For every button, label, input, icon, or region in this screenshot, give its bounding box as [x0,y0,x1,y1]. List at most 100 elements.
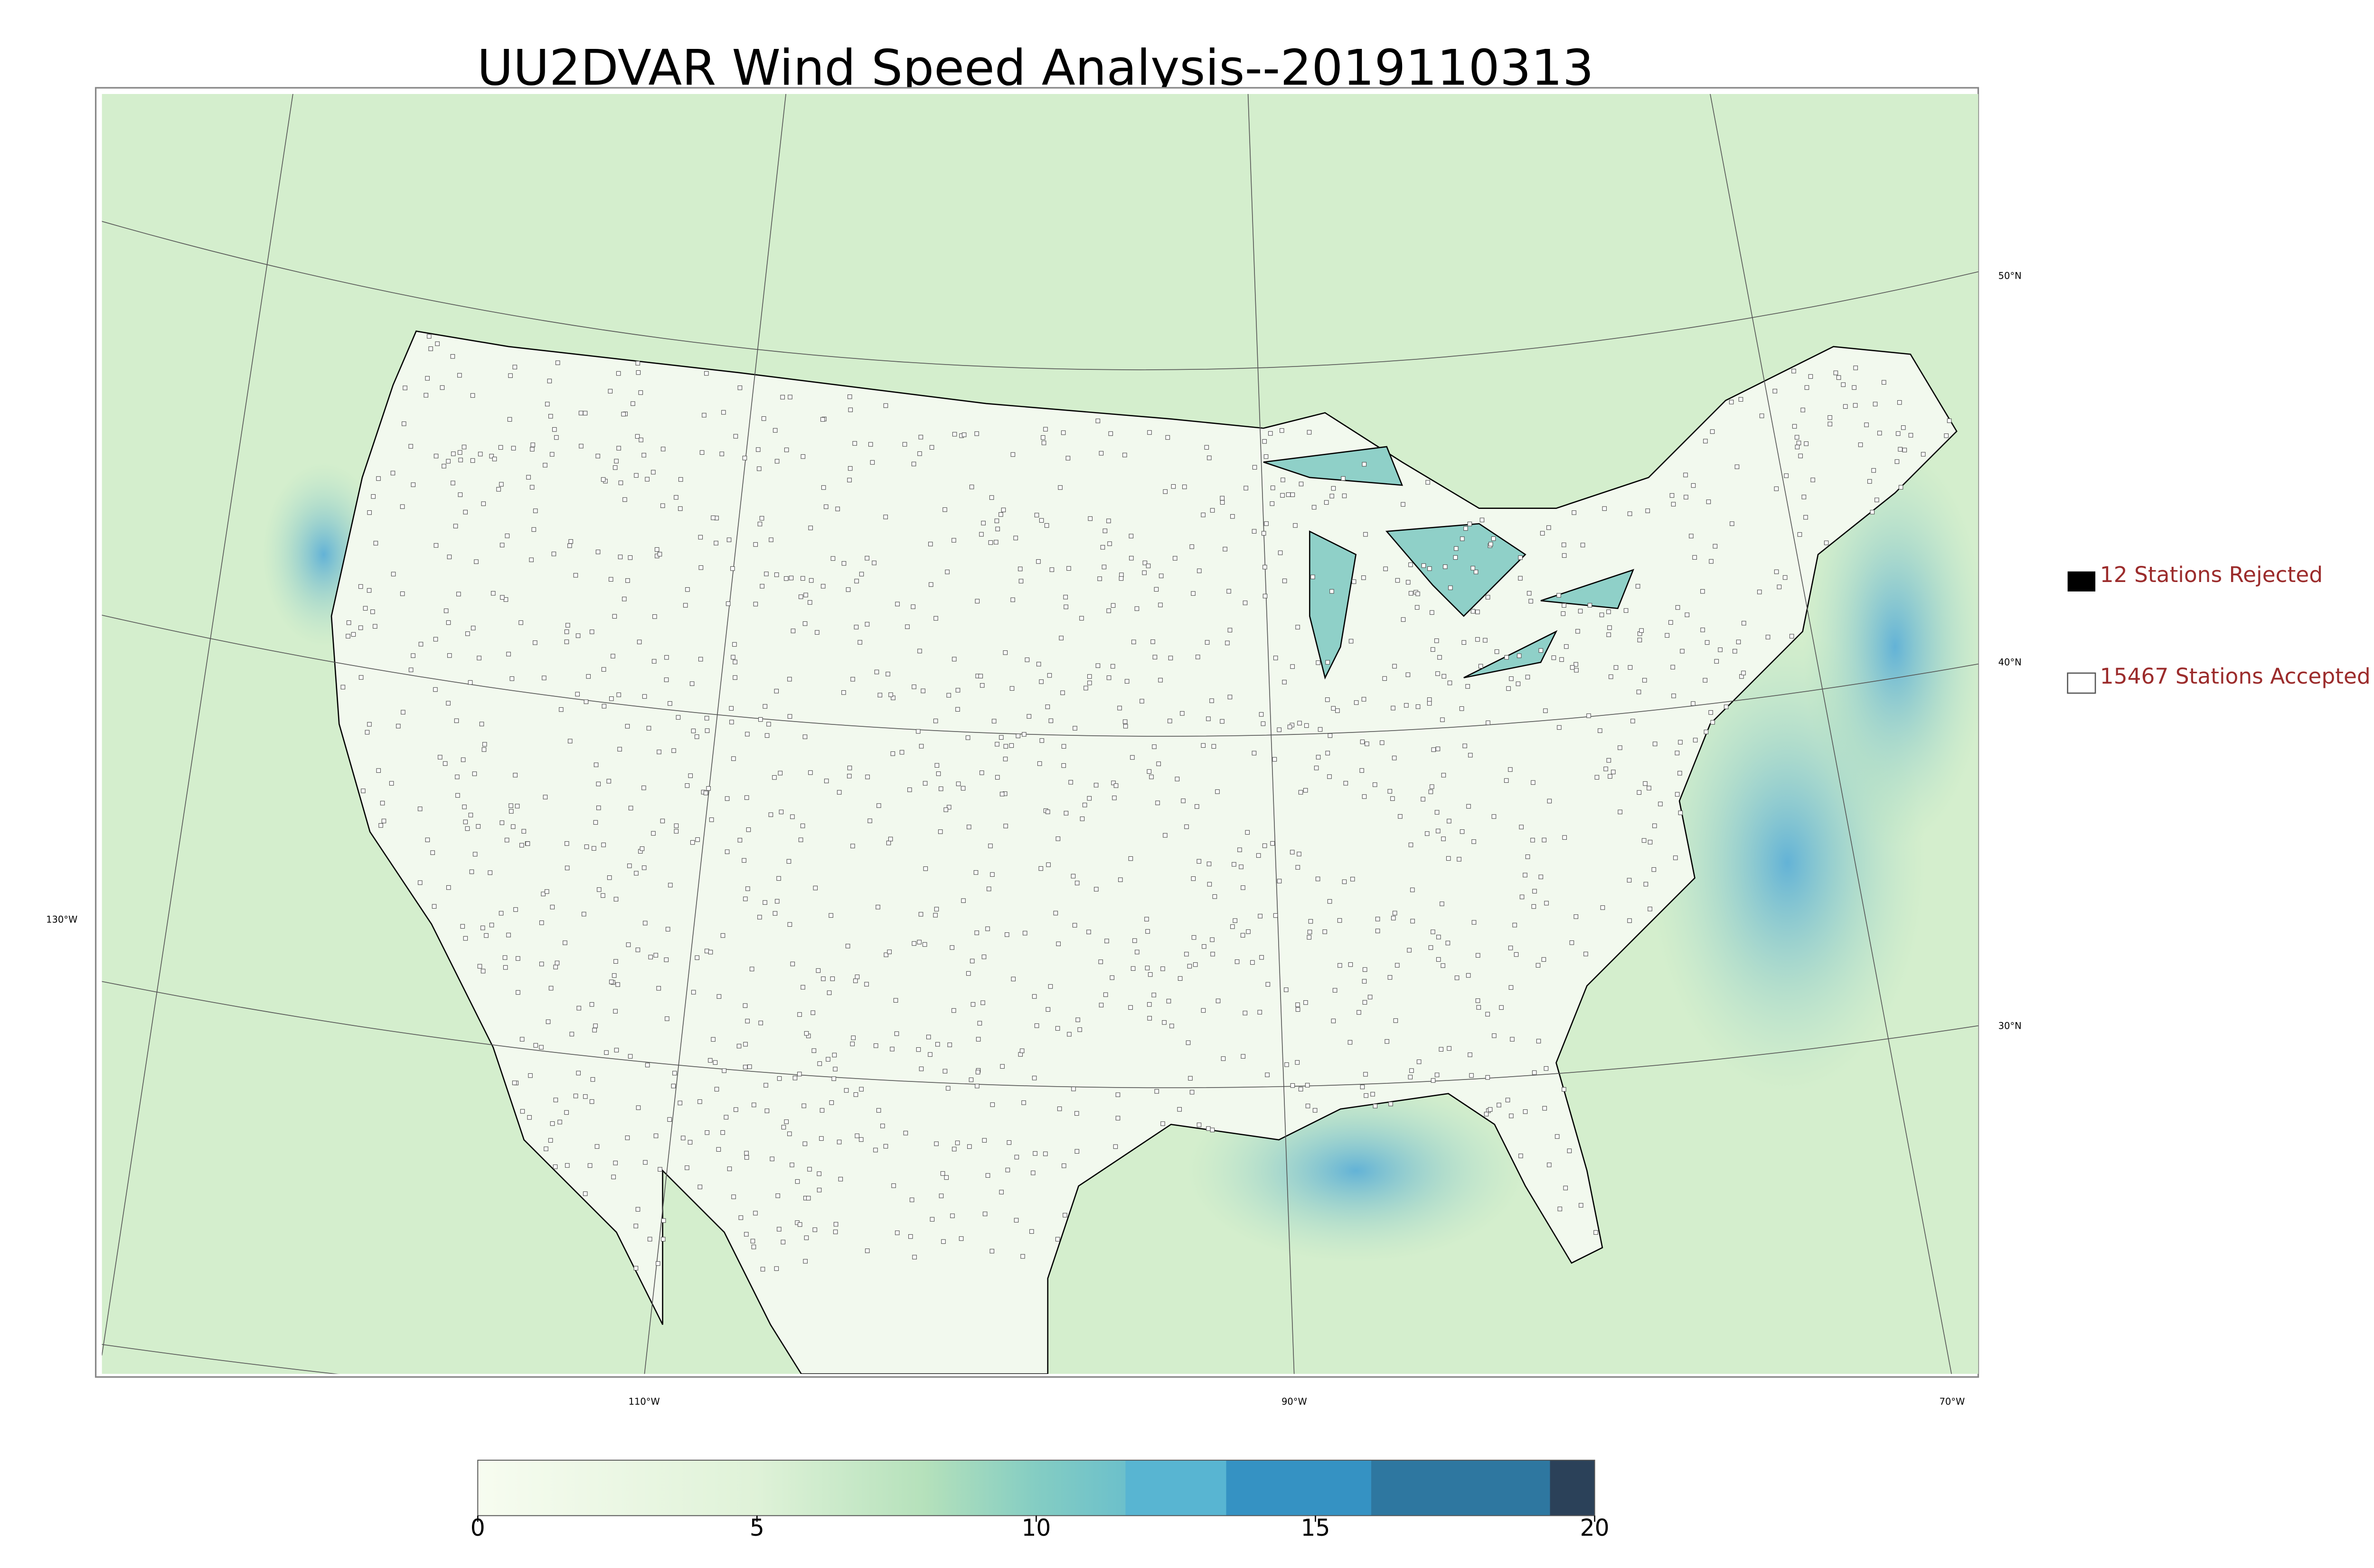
station [1122,719,1128,724]
station [1039,679,1044,684]
station [400,591,405,596]
station [1670,665,1675,670]
station [628,1054,633,1059]
station [835,507,840,511]
station [1003,744,1008,749]
station [1209,698,1214,703]
station [1145,966,1150,970]
station [1867,479,1872,484]
station [1599,612,1604,618]
station [1066,566,1071,571]
station [743,1003,748,1008]
station [1239,864,1244,869]
station [709,817,714,822]
station [564,629,569,634]
station [1252,529,1257,534]
station [478,451,483,457]
station [934,1141,939,1146]
station [469,869,474,874]
station [1437,655,1442,660]
station [874,669,879,675]
station [969,1077,974,1082]
station [660,818,665,824]
station [1014,1155,1019,1160]
station [500,595,505,600]
station [933,616,938,621]
station [1794,435,1799,440]
station [951,538,956,543]
station [1181,798,1186,803]
station [1648,906,1652,911]
station [1414,605,1420,610]
station [907,787,912,792]
station [965,735,970,740]
station [1557,725,1562,730]
station [594,1144,600,1149]
station [645,477,650,482]
station [1627,878,1632,883]
station [1858,442,1863,447]
station [868,442,873,447]
station [1484,1112,1489,1117]
station [1055,1237,1060,1242]
station [1784,473,1789,478]
station [939,786,943,791]
station [1362,967,1367,972]
station [1063,1212,1067,1218]
station [616,446,621,451]
station [1241,1054,1245,1059]
station [980,770,984,775]
station [1342,879,1347,884]
station [559,707,564,712]
station [973,870,979,875]
station [703,790,708,796]
station [726,537,732,542]
station [801,576,805,581]
station [513,773,518,778]
station [1445,940,1451,946]
station [838,1177,843,1182]
station [1032,994,1037,999]
station [1382,676,1387,681]
station [1303,788,1308,793]
station [553,1164,558,1169]
station [474,559,479,564]
station [921,688,925,694]
station [982,1211,988,1216]
station [1547,798,1552,804]
station [1704,730,1709,734]
station [872,560,876,565]
station [1828,415,1832,420]
station [911,604,915,609]
station [1448,585,1453,590]
station [1410,919,1415,924]
station [1700,589,1705,594]
station [833,1067,838,1071]
colorbar [477,1459,1595,1516]
station [391,572,396,577]
station [626,942,631,947]
station [747,1064,752,1069]
station [1060,690,1065,695]
station [664,655,669,660]
station [1947,418,1952,423]
station [1538,874,1544,879]
station [1421,797,1425,802]
station [1627,918,1632,923]
station [590,1077,595,1082]
station [946,805,951,810]
station [614,1048,619,1052]
station [711,515,716,520]
station [651,831,656,836]
station [1436,828,1441,834]
station [1810,478,1815,482]
station [1031,1170,1036,1175]
station [1713,544,1718,549]
station [635,948,641,952]
station [1675,792,1680,797]
station [1064,811,1069,816]
station [550,1121,555,1126]
station [935,1042,940,1047]
station [378,823,383,828]
station [1034,513,1039,517]
